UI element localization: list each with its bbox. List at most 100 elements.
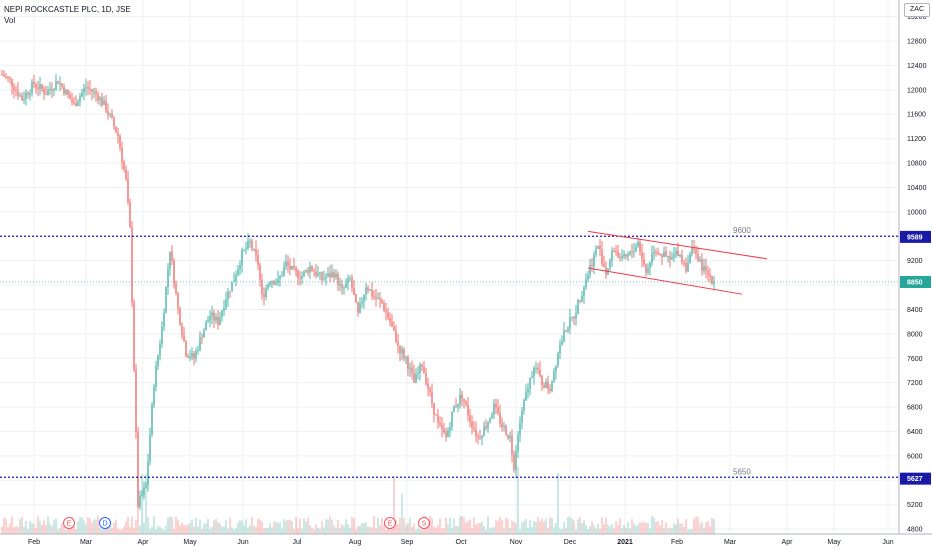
- candle-up: [553, 371, 555, 383]
- volume-bar: [133, 527, 135, 534]
- candle-up: [203, 330, 205, 338]
- volume-bar: [475, 524, 477, 534]
- volume-bar: [175, 516, 177, 534]
- volume-bar: [679, 523, 681, 534]
- volume-bar: [227, 528, 229, 534]
- volume-bar: [25, 520, 27, 534]
- volume-bar: [131, 516, 133, 534]
- volume-bar: [523, 521, 525, 534]
- candle-up: [267, 284, 269, 289]
- event-marker-circle: [99, 517, 111, 529]
- y-tick-label: 12000: [907, 87, 927, 94]
- volume-bar: [441, 528, 443, 534]
- candle-up: [23, 98, 25, 101]
- candle-down: [603, 263, 605, 268]
- candle-up: [691, 248, 693, 254]
- candle-down: [295, 268, 297, 271]
- volume-bar: [31, 523, 33, 534]
- candle-up: [339, 283, 341, 286]
- volume-bar: [489, 528, 491, 534]
- candle-up: [303, 271, 305, 277]
- candle-down: [73, 102, 75, 104]
- volume-bar: [507, 519, 509, 534]
- event-marker-e[interactable]: E: [384, 517, 396, 529]
- symbol-title: NEPI ROCKCASTLE PLC, 1D, JSE: [4, 5, 131, 14]
- volume-bar: [29, 520, 31, 534]
- volume-bar: [39, 521, 41, 534]
- event-marker-circle: [418, 517, 430, 529]
- candle-up: [627, 254, 629, 257]
- candle-up: [305, 269, 307, 272]
- candle-up: [309, 266, 311, 273]
- candle-up: [19, 95, 21, 97]
- candle-up: [581, 295, 583, 302]
- y-tick-label: 5200: [907, 502, 923, 509]
- candle-up: [249, 240, 251, 242]
- volume-bar: [199, 519, 201, 534]
- volume-bar: [563, 522, 565, 534]
- volume-bar: [693, 518, 695, 534]
- volume-bar: [327, 519, 329, 534]
- event-marker-s[interactable]: S: [418, 517, 430, 529]
- volume-bar: [153, 516, 155, 534]
- price-axis[interactable]: 4800520056006000640068007200760080008400…: [0, 0, 932, 535]
- volume-bar: [93, 519, 95, 534]
- candle-up: [49, 89, 51, 91]
- volume-bar: [369, 527, 371, 534]
- volume-bar: [643, 521, 645, 534]
- volume-bar: [469, 519, 471, 534]
- candle-down: [591, 265, 593, 267]
- volume-bar: [699, 524, 701, 534]
- candle-down: [185, 341, 187, 357]
- candle-up: [577, 300, 579, 314]
- currency-button[interactable]: ZAC: [904, 3, 930, 17]
- volume-bar: [467, 521, 469, 534]
- candle-down: [677, 250, 679, 257]
- volume-bar: [593, 524, 595, 534]
- volume-bar: [683, 526, 685, 534]
- x-tick-label: May: [183, 539, 197, 546]
- candle-down: [117, 132, 119, 136]
- candle-up: [689, 253, 691, 263]
- candle-down: [87, 87, 89, 89]
- time-axis[interactable]: Feb Mar Apr May Jun Jul Aug Sep Oct Nov Dec 2021 Feb…: [28, 539, 894, 546]
- candle-up: [529, 377, 531, 389]
- event-marker-e[interactable]: E: [63, 517, 75, 529]
- candle-down: [511, 436, 513, 455]
- event-marker-d[interactable]: D: [99, 517, 111, 529]
- candle-up: [241, 250, 243, 266]
- candle-down: [119, 135, 121, 148]
- volume-bar: [411, 526, 413, 534]
- candle-down: [177, 292, 179, 309]
- candle-down: [293, 265, 295, 269]
- volume-bar: [197, 526, 199, 534]
- candle-up: [191, 353, 193, 357]
- candle-up: [675, 250, 677, 255]
- volume-bar: [713, 519, 715, 534]
- candle-up: [271, 281, 273, 283]
- volume-bar: [709, 526, 711, 534]
- y-tick-label: 4800: [907, 527, 923, 534]
- volume-bar: [525, 518, 527, 534]
- candle-up: [225, 299, 227, 309]
- candle-up: [629, 251, 631, 255]
- volume-bar: [61, 523, 63, 534]
- volume-bar: [689, 529, 691, 534]
- candle-down: [61, 83, 63, 87]
- volume-bar: [187, 524, 189, 534]
- event-marker-label: E: [67, 521, 72, 528]
- candle-up: [459, 395, 461, 404]
- candle-up: [583, 287, 585, 296]
- volume-bar: [385, 529, 387, 534]
- volume-bar: [261, 521, 263, 534]
- x-tick-label: Feb: [28, 539, 40, 546]
- candle-down: [251, 240, 253, 249]
- candle-up: [647, 267, 649, 273]
- volume-bar: [371, 527, 373, 534]
- candle-up: [205, 322, 207, 331]
- volume-bar: [225, 519, 227, 534]
- candle-up: [233, 280, 235, 283]
- candle-down: [15, 90, 17, 92]
